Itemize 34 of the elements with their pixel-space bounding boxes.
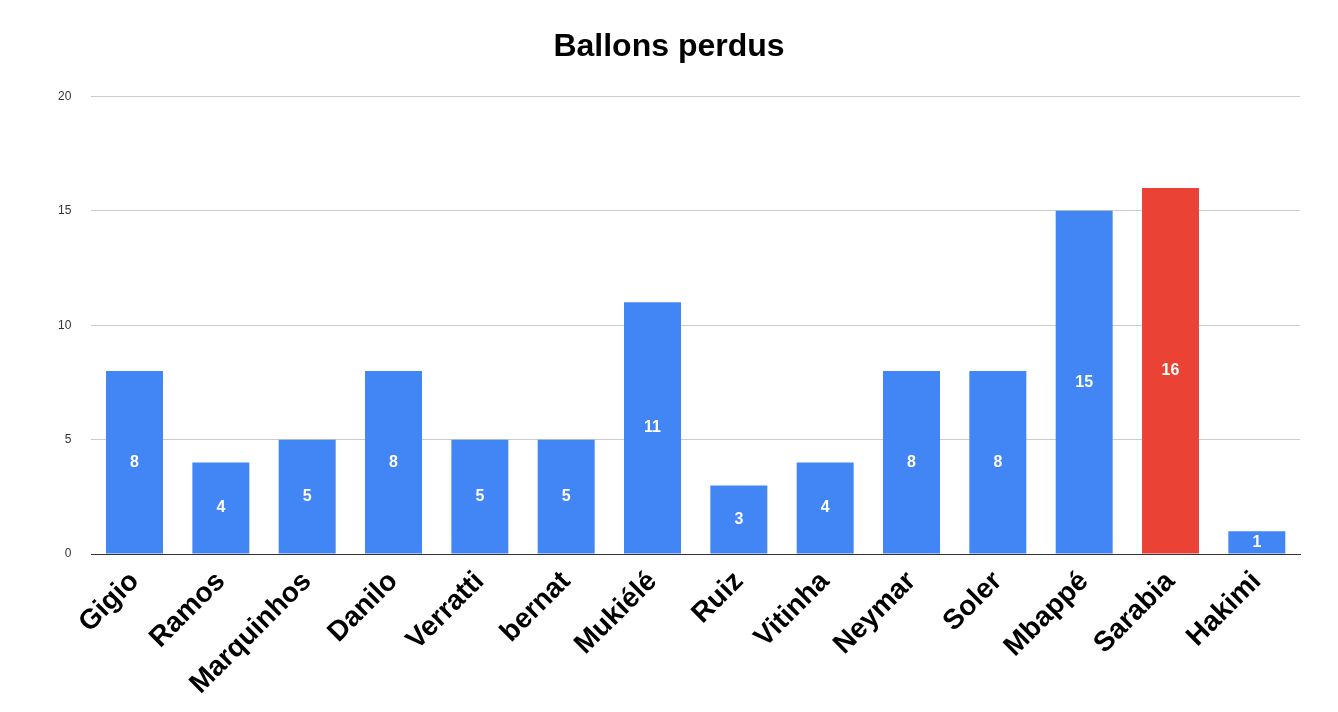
data-label: 5 [475,487,485,504]
data-label: 8 [907,452,917,470]
data-label: 15 [1075,372,1094,390]
data-label: 11 [644,418,662,436]
y-tick-label: 0 [64,546,72,561]
data-label: 1 [1252,532,1262,550]
bar [1142,187,1199,554]
data-label: 16 [1161,361,1180,379]
bar [969,370,1027,554]
y-tick-label: 20 [57,88,72,103]
data-label: 8 [130,452,140,470]
bar [451,439,509,554]
y-tick-label: 10 [57,317,72,332]
data-label: 5 [302,487,312,504]
data-label: 5 [561,487,571,504]
data-label: 8 [993,452,1003,470]
bar [106,370,163,554]
bar [624,302,681,554]
bar [192,462,250,554]
data-label: 8 [389,452,399,470]
data-label: 3 [734,509,744,527]
bar [796,462,854,554]
bar [1228,531,1286,554]
data-label: 4 [216,498,226,516]
data-label: 4 [820,498,830,516]
bar [537,439,595,554]
bar [710,485,768,554]
chart-title: Ballons perdus [553,27,785,64]
bar [365,370,422,554]
y-tick-label: 15 [57,203,72,218]
bar [278,439,336,554]
bar [883,370,940,554]
bar [1055,210,1113,554]
y-tick-label: 5 [64,431,72,446]
